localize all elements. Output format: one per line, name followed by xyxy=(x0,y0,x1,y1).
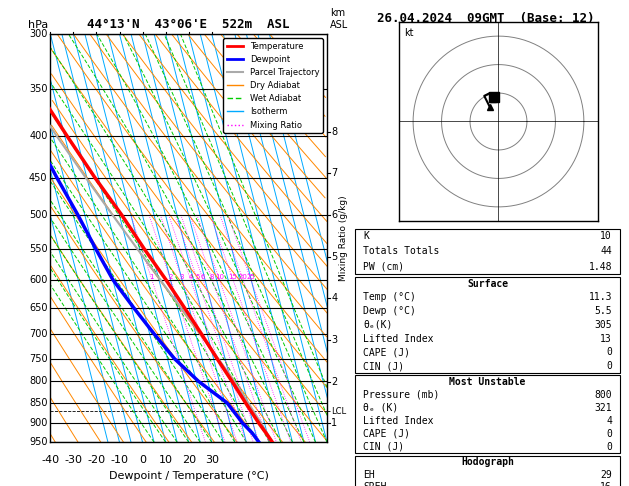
Text: 6: 6 xyxy=(201,274,205,279)
Text: 6: 6 xyxy=(331,210,337,220)
Text: 550: 550 xyxy=(29,243,48,254)
Text: 2: 2 xyxy=(331,377,338,387)
Text: kt: kt xyxy=(404,28,414,38)
Text: 1: 1 xyxy=(150,274,154,279)
Text: 26.04.2024  09GMT  (Base: 12): 26.04.2024 09GMT (Base: 12) xyxy=(377,12,595,25)
Text: Most Unstable: Most Unstable xyxy=(449,377,526,387)
Text: Surface: Surface xyxy=(467,278,508,289)
Text: km
ASL: km ASL xyxy=(330,8,348,30)
Text: CAPE (J): CAPE (J) xyxy=(363,429,410,439)
Text: CAPE (J): CAPE (J) xyxy=(363,347,410,357)
Text: 10: 10 xyxy=(159,454,172,465)
Text: 10: 10 xyxy=(215,274,224,279)
Text: Lifted Index: Lifted Index xyxy=(363,416,433,426)
Bar xyxy=(355,376,620,453)
Text: 20: 20 xyxy=(238,274,247,279)
Text: 650: 650 xyxy=(29,303,48,313)
Text: 16: 16 xyxy=(600,482,612,486)
Text: 4: 4 xyxy=(606,416,612,426)
Bar xyxy=(355,277,620,373)
Text: Totals Totals: Totals Totals xyxy=(363,246,439,256)
Text: PW (cm): PW (cm) xyxy=(363,261,404,272)
Text: 10: 10 xyxy=(600,231,612,241)
Text: CIN (J): CIN (J) xyxy=(363,442,404,452)
Text: Pressure (mb): Pressure (mb) xyxy=(363,390,439,400)
Text: 2: 2 xyxy=(169,274,173,279)
Bar xyxy=(355,228,620,274)
Text: θₑ(K): θₑ(K) xyxy=(363,320,392,330)
Text: 7: 7 xyxy=(331,169,338,178)
Text: 600: 600 xyxy=(29,275,48,284)
Text: 400: 400 xyxy=(29,131,48,141)
Legend: Temperature, Dewpoint, Parcel Trajectory, Dry Adiabat, Wet Adiabat, Isotherm, Mi: Temperature, Dewpoint, Parcel Trajectory… xyxy=(223,38,323,133)
Text: EH: EH xyxy=(363,470,375,480)
Text: 5: 5 xyxy=(195,274,199,279)
Text: Mixing Ratio (g/kg): Mixing Ratio (g/kg) xyxy=(339,195,348,281)
Text: Dewp (°C): Dewp (°C) xyxy=(363,306,416,316)
Text: 25: 25 xyxy=(247,274,255,279)
Text: 0: 0 xyxy=(606,347,612,357)
Text: 800: 800 xyxy=(29,376,48,386)
Text: 700: 700 xyxy=(29,329,48,339)
Text: -20: -20 xyxy=(87,454,106,465)
Text: 1.48: 1.48 xyxy=(589,261,612,272)
Text: 850: 850 xyxy=(29,398,48,408)
Text: -40: -40 xyxy=(42,454,59,465)
Text: 950: 950 xyxy=(29,437,48,447)
Text: 8: 8 xyxy=(331,127,337,137)
Text: θₑ (K): θₑ (K) xyxy=(363,403,398,413)
Text: 3: 3 xyxy=(180,274,184,279)
Text: 5.5: 5.5 xyxy=(594,306,612,316)
Text: Temp (°C): Temp (°C) xyxy=(363,292,416,302)
Text: 15: 15 xyxy=(228,274,237,279)
Text: K: K xyxy=(363,231,369,241)
Text: -30: -30 xyxy=(64,454,82,465)
Text: LCL: LCL xyxy=(331,407,347,416)
Text: Lifted Index: Lifted Index xyxy=(363,333,433,344)
Text: 4: 4 xyxy=(331,294,337,303)
Text: 44: 44 xyxy=(600,246,612,256)
Text: -10: -10 xyxy=(111,454,128,465)
Text: 300: 300 xyxy=(29,29,48,39)
Text: 4: 4 xyxy=(188,274,192,279)
Text: 8: 8 xyxy=(210,274,214,279)
Text: 3: 3 xyxy=(331,335,337,345)
Text: 450: 450 xyxy=(29,173,48,183)
Text: 20: 20 xyxy=(182,454,196,465)
Text: 800: 800 xyxy=(594,390,612,400)
Text: 0: 0 xyxy=(606,429,612,439)
Text: SREH: SREH xyxy=(363,482,386,486)
Text: 29: 29 xyxy=(600,470,612,480)
Title: 44°13'N  43°06'E  522m  ASL: 44°13'N 43°06'E 522m ASL xyxy=(87,18,290,32)
Text: 0: 0 xyxy=(606,442,612,452)
Text: 0: 0 xyxy=(139,454,146,465)
Text: 321: 321 xyxy=(594,403,612,413)
Text: 350: 350 xyxy=(29,84,48,94)
Text: 11.3: 11.3 xyxy=(589,292,612,302)
Bar xyxy=(355,456,620,486)
Text: 0: 0 xyxy=(606,361,612,371)
Text: 750: 750 xyxy=(29,353,48,364)
Text: 30: 30 xyxy=(205,454,219,465)
Text: 900: 900 xyxy=(29,418,48,428)
Text: 5: 5 xyxy=(331,252,338,262)
Text: CIN (J): CIN (J) xyxy=(363,361,404,371)
Text: 500: 500 xyxy=(29,210,48,220)
Text: Dewpoint / Temperature (°C): Dewpoint / Temperature (°C) xyxy=(109,471,269,481)
Text: 305: 305 xyxy=(594,320,612,330)
Text: Hodograph: Hodograph xyxy=(461,457,514,468)
Text: hPa: hPa xyxy=(28,20,48,30)
Text: 1: 1 xyxy=(331,418,337,429)
Text: 13: 13 xyxy=(600,333,612,344)
